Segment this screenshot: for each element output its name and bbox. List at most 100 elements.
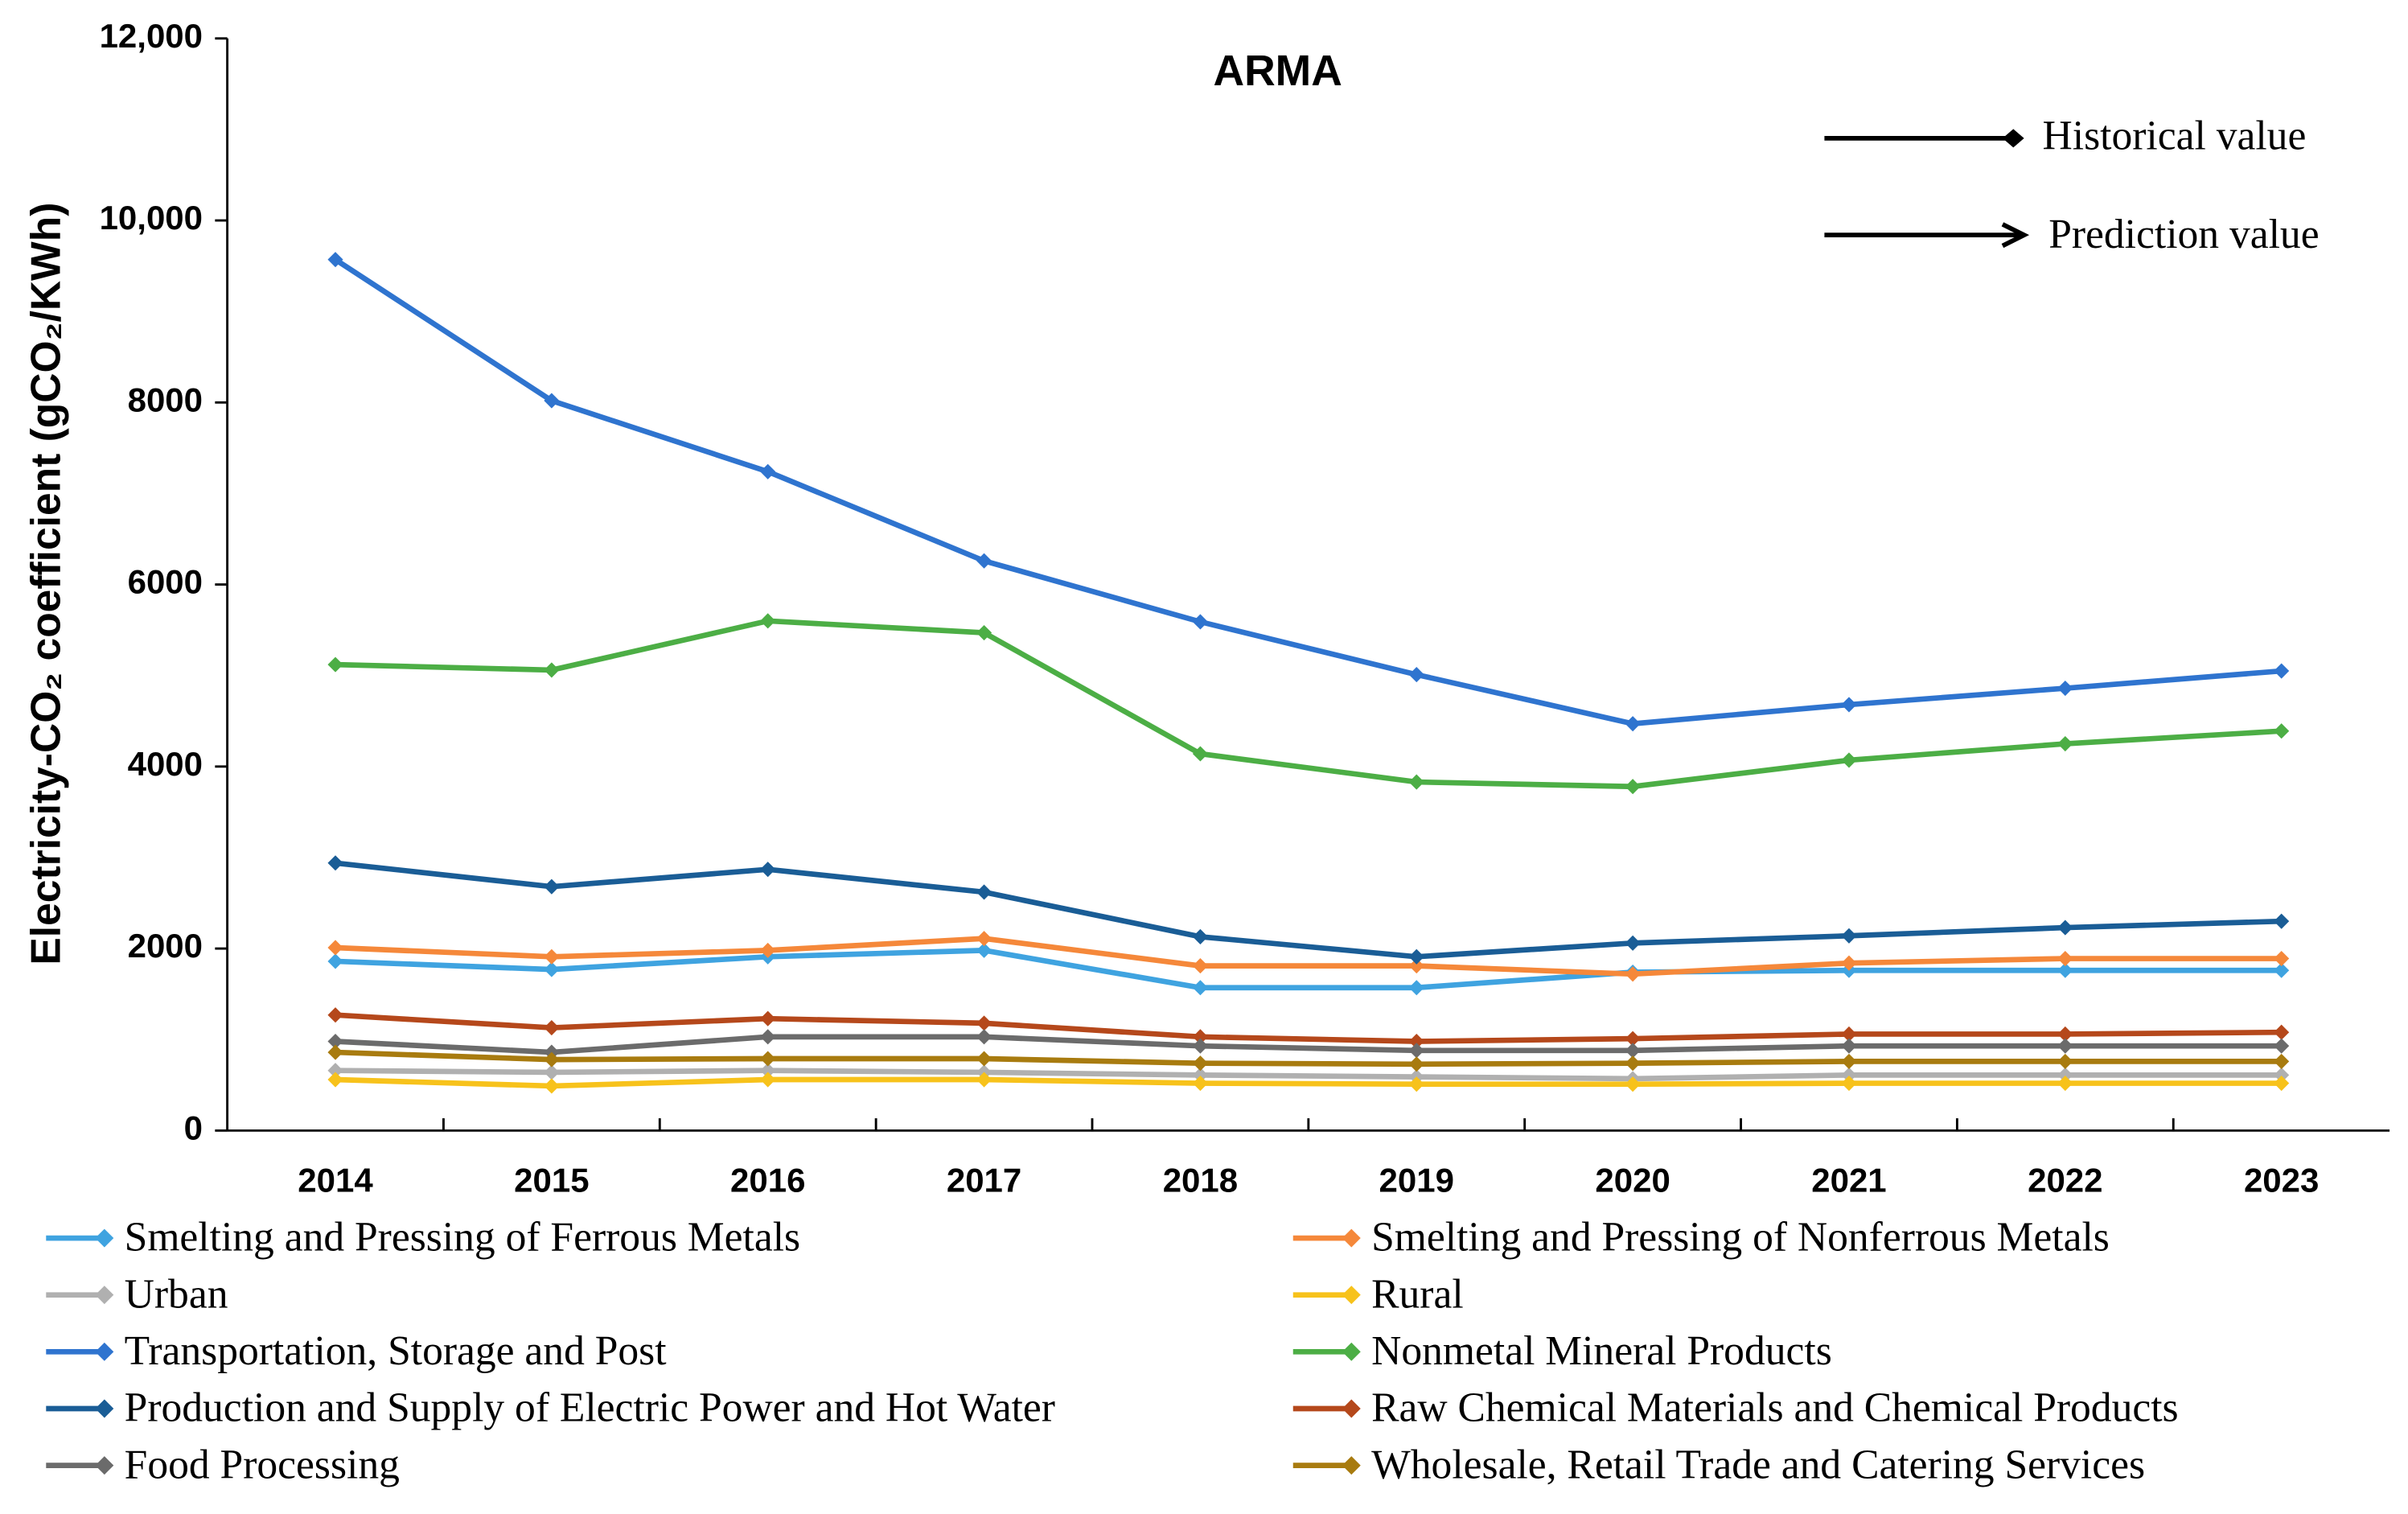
point bbox=[2274, 1053, 2290, 1069]
point bbox=[2274, 1075, 2290, 1092]
point bbox=[976, 1051, 992, 1067]
point bbox=[760, 1029, 776, 1045]
legend-label: Production and Supply of Electric Power … bbox=[125, 1385, 1055, 1431]
legend-label: Smelting and Pressing of Nonferrous Meta… bbox=[1371, 1215, 2110, 1261]
point bbox=[1841, 1038, 1857, 1054]
point bbox=[2274, 1067, 2290, 1083]
legend-label: Food Processing bbox=[125, 1442, 400, 1487]
x-tick-label: 2018 bbox=[1163, 1161, 1238, 1199]
y-tick-label: 0 bbox=[184, 1109, 203, 1146]
legend-label: Rural bbox=[1371, 1271, 1464, 1317]
point bbox=[544, 878, 560, 895]
series-line bbox=[334, 257, 2282, 727]
legend-label: Wholesale, Retail Trade and Catering Ser… bbox=[1371, 1442, 2145, 1487]
legend-label: Urban bbox=[125, 1271, 228, 1317]
legend-label: Raw Chemical Materials and Chemical Prod… bbox=[1371, 1385, 2178, 1431]
point bbox=[2057, 736, 2073, 752]
point bbox=[1841, 1075, 1857, 1092]
point bbox=[2274, 951, 2290, 967]
point bbox=[327, 953, 343, 969]
point bbox=[1408, 667, 1424, 683]
point bbox=[2057, 1053, 2073, 1069]
point bbox=[1192, 614, 1208, 630]
legend-marker bbox=[1342, 1456, 1361, 1475]
y-tick-label: 4000 bbox=[128, 745, 203, 783]
point bbox=[544, 948, 560, 965]
x-tick-label: 2014 bbox=[298, 1161, 373, 1199]
legend-marker bbox=[95, 1228, 114, 1248]
series-line bbox=[335, 618, 2282, 790]
point bbox=[1841, 1067, 1857, 1083]
series-line bbox=[335, 1034, 2282, 1055]
point bbox=[544, 1019, 560, 1036]
x-tick-label: 2016 bbox=[730, 1161, 805, 1199]
series-line bbox=[335, 1049, 2282, 1068]
point bbox=[2057, 1038, 2073, 1054]
point bbox=[2057, 920, 2073, 936]
legend-marker bbox=[95, 1342, 114, 1361]
point bbox=[327, 1072, 343, 1088]
point bbox=[760, 1051, 776, 1067]
point bbox=[1408, 980, 1424, 996]
y-tick-label: 10,000 bbox=[100, 199, 203, 237]
point bbox=[2274, 1024, 2290, 1040]
legend-marker bbox=[95, 1456, 114, 1475]
point bbox=[760, 613, 776, 629]
point bbox=[1192, 1055, 1208, 1072]
y-tick-label: 12,000 bbox=[100, 17, 203, 55]
annotation-marker bbox=[2001, 222, 2030, 249]
point bbox=[1192, 928, 1208, 944]
legend-marker bbox=[1342, 1286, 1361, 1305]
point bbox=[760, 862, 776, 878]
point bbox=[760, 1010, 776, 1026]
annotation: Prediction value bbox=[2048, 212, 2319, 257]
point bbox=[1408, 774, 1424, 790]
legend-marker bbox=[95, 1286, 114, 1305]
point bbox=[327, 1044, 343, 1060]
point bbox=[2057, 1075, 2073, 1092]
y-tick-label: 8000 bbox=[128, 381, 203, 418]
legend-label: Transportation, Storage and Post bbox=[125, 1328, 668, 1374]
point bbox=[976, 884, 992, 900]
point bbox=[2057, 951, 2073, 967]
point bbox=[760, 1072, 776, 1088]
series-line bbox=[335, 1076, 2282, 1089]
point bbox=[2057, 1026, 2073, 1043]
point bbox=[760, 942, 776, 958]
legend-marker bbox=[95, 1399, 114, 1418]
y-tick-label: 2000 bbox=[128, 927, 203, 965]
point bbox=[1841, 928, 1857, 944]
point bbox=[1192, 1075, 1208, 1092]
series-line bbox=[335, 1068, 2282, 1082]
point bbox=[1192, 1029, 1208, 1045]
point bbox=[2274, 663, 2290, 679]
point bbox=[327, 855, 343, 871]
point bbox=[976, 553, 992, 569]
point bbox=[1841, 697, 1857, 713]
point bbox=[1841, 1053, 1857, 1069]
series-line bbox=[335, 1012, 2282, 1044]
point bbox=[2274, 723, 2290, 739]
series-line bbox=[335, 860, 2282, 960]
x-tick-label: 2022 bbox=[2028, 1161, 2102, 1199]
legend-marker bbox=[1342, 1399, 1361, 1418]
x-tick-label: 2015 bbox=[514, 1161, 589, 1199]
point bbox=[976, 1029, 992, 1045]
point bbox=[2057, 1067, 2073, 1083]
point bbox=[327, 940, 343, 956]
x-tick-label: 2019 bbox=[1379, 1161, 1454, 1199]
annotation-marker bbox=[2002, 129, 2024, 148]
point bbox=[1408, 1043, 1424, 1059]
point bbox=[1192, 746, 1208, 762]
legend-marker bbox=[1342, 1342, 1361, 1361]
point bbox=[327, 1007, 343, 1023]
point bbox=[1192, 1067, 1208, 1083]
x-tick-label: 2017 bbox=[947, 1161, 1021, 1199]
legend-label: Smelting and Pressing of Ferrous Metals bbox=[125, 1215, 800, 1261]
legend-marker bbox=[1342, 1228, 1361, 1248]
point bbox=[760, 463, 776, 479]
point bbox=[1841, 752, 1857, 768]
point bbox=[544, 1078, 560, 1094]
x-tick-label: 2023 bbox=[2244, 1161, 2319, 1199]
